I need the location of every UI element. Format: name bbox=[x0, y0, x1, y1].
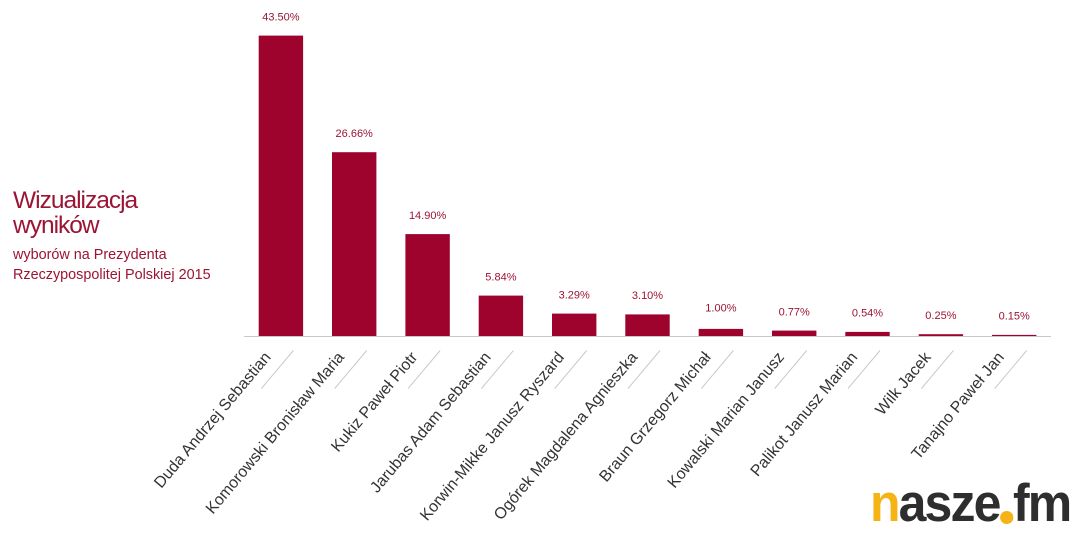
svg-text:3.10%: 3.10% bbox=[632, 290, 663, 302]
svg-text:14.90%: 14.90% bbox=[409, 210, 447, 222]
svg-text:0.54%: 0.54% bbox=[852, 308, 883, 320]
svg-text:26.66%: 26.66% bbox=[336, 128, 374, 140]
svg-text:43.50%: 43.50% bbox=[262, 11, 300, 23]
svg-text:0.25%: 0.25% bbox=[925, 310, 956, 322]
svg-text:Jarubas Adam Sebastian: Jarubas Adam Sebastian bbox=[367, 349, 494, 496]
svg-text:3.29%: 3.29% bbox=[559, 289, 590, 301]
svg-text:Komorowski Bronisław Maria: Komorowski Bronisław Maria bbox=[203, 349, 348, 517]
svg-text:1.00%: 1.00% bbox=[705, 302, 736, 314]
svg-text:Duda Andrzej Sebastian: Duda Andrzej Sebastian bbox=[151, 349, 274, 491]
svg-text:5.84%: 5.84% bbox=[485, 271, 516, 283]
svg-text:0.15%: 0.15% bbox=[999, 311, 1030, 323]
svg-text:0.77%: 0.77% bbox=[779, 306, 810, 318]
